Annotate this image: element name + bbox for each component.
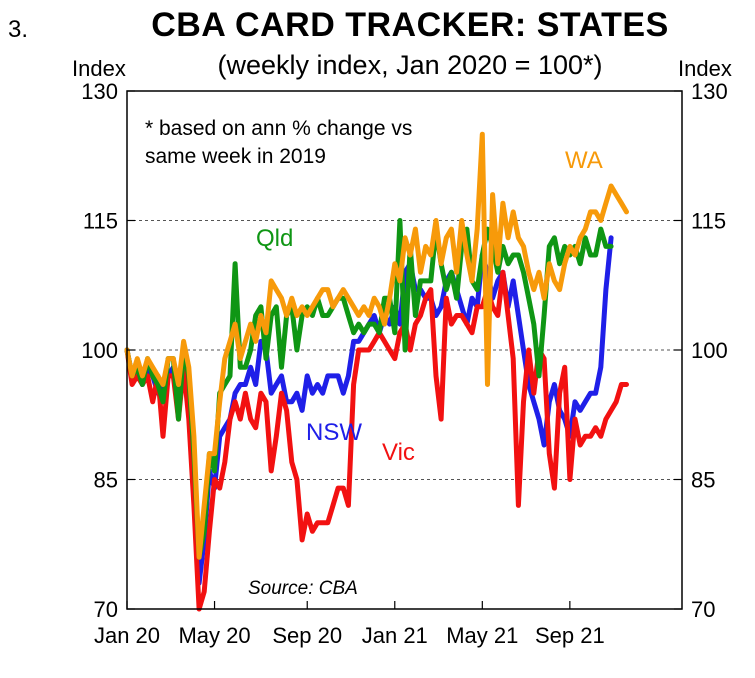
series-label-qld: Qld <box>256 225 293 252</box>
y-tick-label-left: 115 <box>83 209 118 234</box>
series-label-vic: Vic <box>382 439 415 466</box>
series-line-vic <box>124 269 629 612</box>
source-note: Source: CBA <box>248 578 358 599</box>
x-tick-label: Jan 21 <box>362 623 428 648</box>
x-tick-label: May 21 <box>446 623 518 648</box>
chart-title: CBA CARD TRACKER: STATES <box>151 6 669 44</box>
y-axis-label-right: Index <box>678 56 732 81</box>
y-tick-label-right: 100 <box>691 338 728 363</box>
footnote: * based on ann % change vs same week in 2… <box>145 117 412 168</box>
x-tick-label: Sep 21 <box>535 623 605 648</box>
series-labels: WA Qld NSW Vic <box>256 147 603 466</box>
y-axis-label-left: Index <box>72 56 126 81</box>
y-tick-label-right: 130 <box>691 79 728 104</box>
y-tick-label-left: 100 <box>81 338 118 363</box>
x-tick-label: Jan 20 <box>94 623 160 648</box>
x-tick-label: Sep 20 <box>272 623 342 648</box>
y-tick-label-left: 70 <box>94 597 118 622</box>
series-line-wa <box>124 131 629 560</box>
footnote-line: * based on ann % change vs <box>145 117 412 140</box>
axis-ticks: 70 70 85 85 100 100 115 115 130 130 Jan 20 May 20 Se… <box>81 79 727 648</box>
series-label-nsw: NSW <box>306 419 362 446</box>
y-tick-label-right: 70 <box>691 597 715 622</box>
chart-number: 3. <box>8 16 29 43</box>
y-tick-label-right: 85 <box>691 468 715 493</box>
chart-subtitle: (weekly index, Jan 2020 = 100*) <box>217 50 603 80</box>
y-tick-label-right: 115 <box>691 209 726 234</box>
series-lines <box>124 131 629 612</box>
y-tick-label-left: 130 <box>81 79 118 104</box>
y-tick-label-left: 85 <box>94 468 118 493</box>
footnote-line: same week in 2019 <box>145 145 326 168</box>
series-label-wa: WA <box>565 147 603 174</box>
x-tick-label: May 20 <box>178 623 250 648</box>
